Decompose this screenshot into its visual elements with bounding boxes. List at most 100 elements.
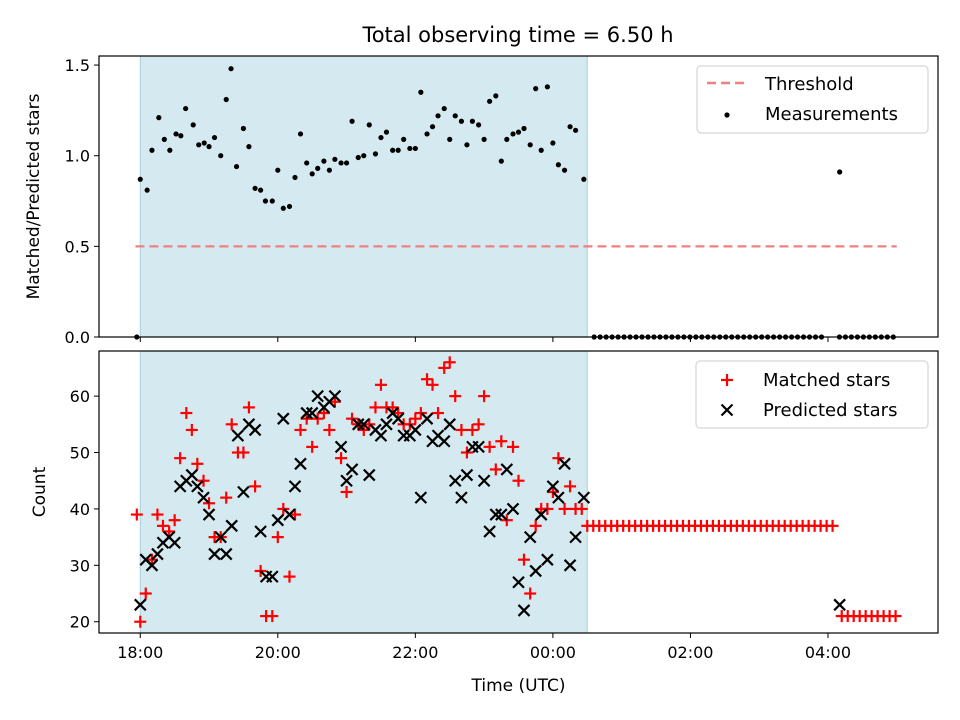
predicted-star-point: [197, 491, 210, 504]
x-tick-label: 02:00: [667, 643, 713, 662]
cross-stroke: [437, 434, 451, 448]
matched-star-point: [541, 502, 554, 515]
predicted-star-point: [277, 412, 290, 425]
measurement-point: [383, 129, 390, 135]
predicted-star-point: [448, 474, 462, 487]
cross-stroke: [202, 508, 216, 521]
observing-window-shade-bottom: [139, 350, 588, 634]
cross-stroke: [720, 403, 734, 417]
cross-stroke: [477, 474, 491, 487]
predicted-star-point: [460, 468, 474, 482]
matched-star-point: [156, 519, 169, 532]
predicted-star-point: [437, 434, 451, 448]
matched-star-point: [409, 412, 422, 425]
predicted-star-point: [283, 508, 296, 521]
measurement-point: [355, 154, 361, 161]
predicted-star-point: [133, 598, 147, 612]
predicted-star-point: [191, 480, 204, 493]
predicted-star-point: [305, 406, 319, 420]
cross-stroke: [351, 418, 365, 431]
matched-star-point: [386, 401, 399, 414]
measurement-point: [252, 185, 258, 191]
measurement-point: [240, 125, 247, 132]
cross-stroke: [380, 418, 393, 431]
matched-star-point: [466, 423, 479, 436]
matched-star-point: [552, 452, 565, 465]
matched-star-point: [197, 474, 210, 487]
predicted-star-point: [569, 530, 582, 544]
cross-stroke: [277, 412, 290, 425]
cross-stroke: [541, 553, 554, 566]
cross-stroke: [552, 491, 565, 504]
cross-stroke: [139, 553, 153, 566]
cross-stroke: [420, 412, 434, 425]
predicted-star-point: [328, 389, 342, 403]
matched-star-point: [374, 378, 387, 391]
cross-stroke: [472, 440, 485, 454]
predicted-star-point: [563, 559, 577, 572]
measurement-point: [144, 187, 150, 193]
measurement-point: [258, 187, 264, 193]
matched-star-point: [524, 587, 537, 600]
matched-star-point: [495, 435, 508, 448]
matched-star-point: [323, 423, 336, 436]
measurement-point: [315, 165, 321, 171]
legend-predicted-swatch: [720, 403, 734, 417]
cross-stroke: [191, 480, 204, 493]
legend-measurements-label: Measurements: [765, 104, 898, 125]
cross-stroke: [534, 508, 548, 521]
predicted-star-point: [443, 418, 457, 431]
top-panel: 0.0 0.5 1.0 1.5 Matched/Predicted stars Thr…: [24, 55, 939, 347]
measurement-point: [401, 136, 407, 142]
measurement-point: [498, 158, 504, 164]
predicted-star-point: [225, 519, 239, 533]
predicted-star-point: [552, 491, 565, 504]
bottom-y-tick-label: 60: [70, 387, 90, 406]
measurement-point: [510, 131, 516, 137]
cross-stroke: [305, 406, 319, 420]
matched-star-point: [826, 519, 839, 532]
cross-stroke: [168, 536, 181, 550]
cross-stroke: [546, 480, 560, 493]
matched-star-point: [242, 401, 255, 414]
matched-star-point: [357, 423, 370, 436]
measurement-point: [550, 140, 556, 146]
x-tick-label: 00:00: [530, 643, 576, 662]
predicted-star-point: [477, 474, 491, 487]
matched-star-point: [254, 564, 267, 577]
matched-star-point: [174, 452, 187, 465]
matched-star-point: [249, 480, 262, 493]
bottom-panel-frame: [98, 350, 939, 634]
matched-star-point: [438, 361, 451, 374]
predicted-star-point: [219, 547, 233, 561]
measurement-point: [292, 174, 298, 181]
cross-stroke: [489, 508, 503, 521]
measurement-point: [515, 129, 522, 135]
cross-stroke: [311, 389, 324, 403]
cross-stroke: [460, 468, 474, 482]
cross-stroke: [455, 491, 468, 504]
measurement-point: [493, 93, 499, 99]
predicted-star-point: [455, 491, 468, 504]
matched-star-point: [340, 486, 353, 498]
top-legend: Threshold Measurements: [696, 65, 929, 134]
cross-stroke: [409, 423, 422, 437]
measurement-point: [137, 176, 143, 182]
measurement-point: [297, 131, 304, 137]
predicted-star-point: [300, 406, 313, 420]
matched-star-point: [460, 446, 473, 459]
measurement-point: [504, 136, 510, 142]
bottom-panel-x-ticks: 18:00 20:00 22:00 00:00 02:00 04:00: [117, 633, 851, 662]
measurement-point: [372, 151, 379, 157]
cross-stroke: [271, 513, 285, 527]
matched-star-point: [426, 378, 439, 391]
cross-stroke: [448, 474, 462, 487]
matched-star-point: [266, 610, 279, 623]
matched-star-point: [472, 418, 485, 431]
matched-star-point: [500, 514, 513, 527]
measurement-point: [343, 160, 350, 166]
matched-star-point: [575, 502, 588, 515]
measurement-point: [173, 131, 179, 137]
top-panel-x-ticks: [139, 337, 829, 342]
